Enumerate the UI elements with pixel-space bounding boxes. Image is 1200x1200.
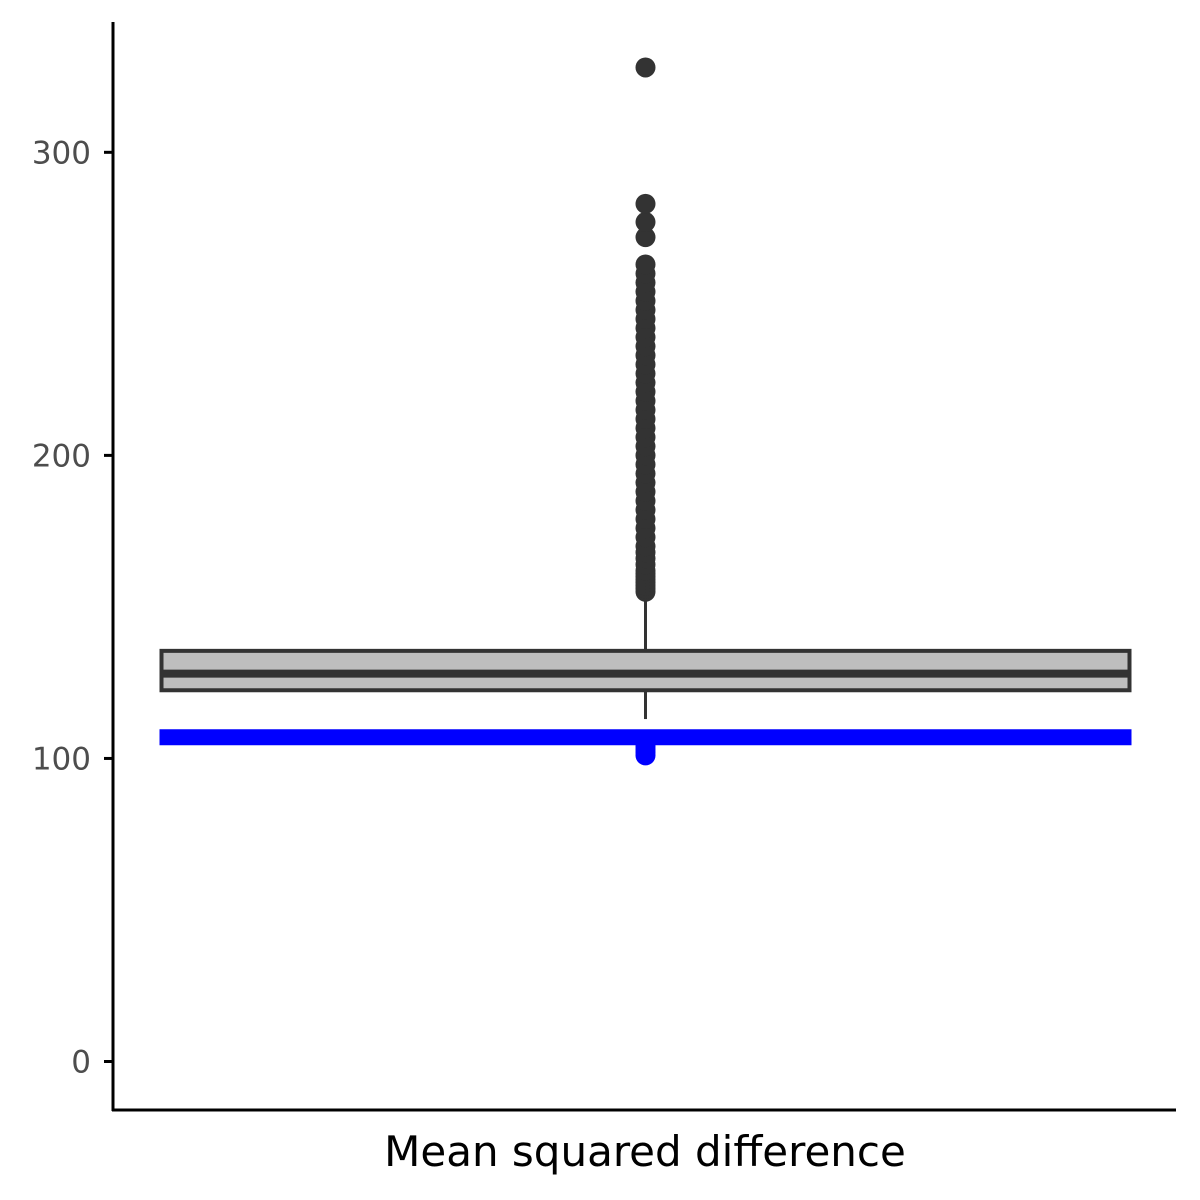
outlier-point (635, 57, 656, 78)
x-axis-title: Mean squared difference (384, 1127, 906, 1176)
outliers-high (635, 57, 656, 602)
y-tick-label: 0 (71, 1045, 91, 1081)
outlier-point (635, 227, 656, 248)
y-tick-label: 100 (32, 741, 91, 777)
outlier-point (635, 193, 656, 214)
y-axis-ticks: 0 100 200 300 (32, 135, 113, 1081)
outlier-point (635, 254, 656, 275)
outlier-point (635, 212, 656, 233)
y-tick-label: 200 (32, 438, 91, 474)
boxplot (159, 591, 1132, 720)
y-tick-label: 300 (32, 135, 91, 171)
outlier-point-low (635, 730, 656, 751)
outliers-low (635, 730, 656, 766)
